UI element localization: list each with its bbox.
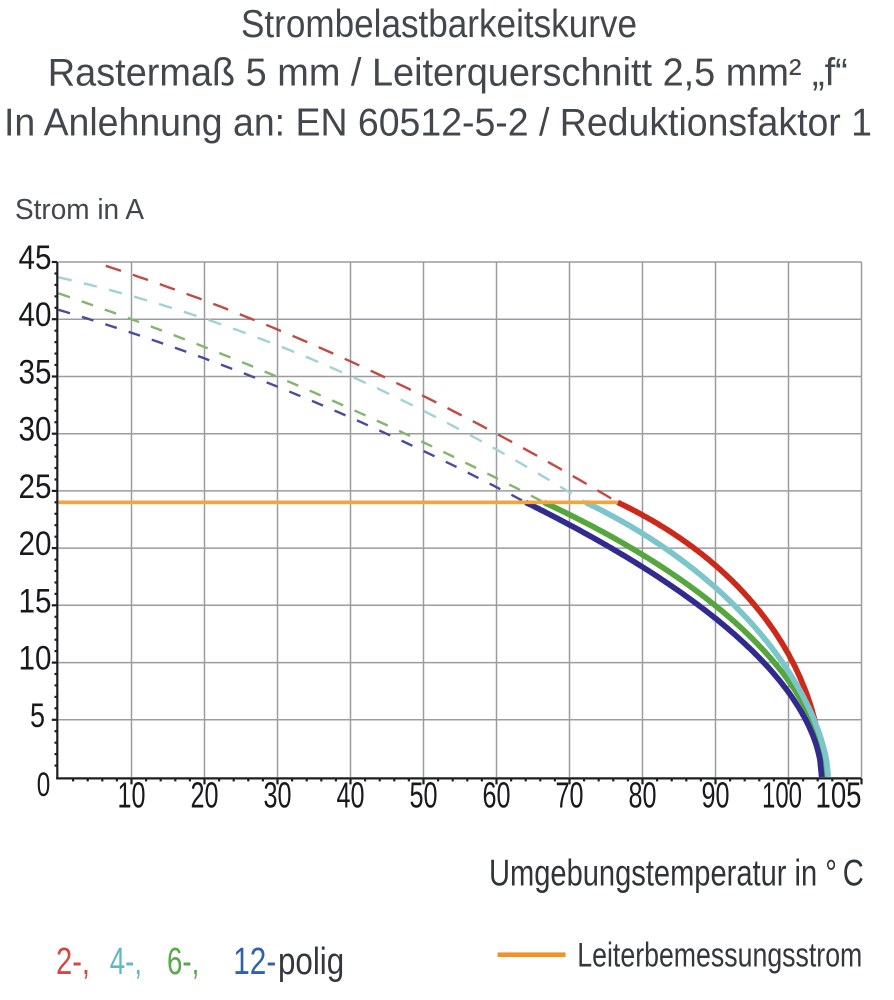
svg-text:25: 25: [19, 468, 52, 506]
svg-text:Leiterbemessungsstrom: Leiterbemessungsstrom: [577, 936, 862, 974]
svg-text:20: 20: [191, 775, 219, 816]
svg-text:70: 70: [556, 775, 584, 816]
svg-text:Strom in A: Strom in A: [15, 194, 145, 226]
svg-text:40: 40: [337, 775, 365, 816]
svg-text:2-,: 2-,: [56, 941, 90, 983]
svg-text:Umgebungstemperatur in ° C: Umgebungstemperatur in ° C: [489, 853, 864, 894]
svg-text:60: 60: [483, 775, 511, 816]
svg-text:105: 105: [816, 775, 862, 816]
svg-text:10: 10: [19, 640, 52, 678]
svg-text:30: 30: [19, 411, 52, 449]
svg-text:Strombelastbarkeitskurve: Strombelastbarkeitskurve: [241, 3, 637, 46]
svg-text:5: 5: [30, 697, 45, 735]
svg-text:12-: 12-: [233, 941, 276, 983]
svg-text:polig: polig: [278, 941, 344, 983]
svg-text:6-,: 6-,: [167, 941, 199, 983]
svg-text:80: 80: [629, 775, 657, 816]
svg-text:45: 45: [19, 239, 52, 277]
svg-text:30: 30: [264, 775, 292, 816]
svg-text:50: 50: [410, 775, 438, 816]
svg-text:Rastermaß 5 mm / Leiterquersch: Rastermaß 5 mm / Leiterquerschnitt 2,5 m…: [48, 52, 848, 95]
svg-text:20: 20: [19, 525, 52, 563]
svg-text:4-,: 4-,: [110, 941, 142, 983]
svg-text:In Anlehnung an: EN 60512-5-2: In Anlehnung an: EN 60512-5-2 / Reduktio…: [4, 102, 872, 145]
svg-text:100: 100: [762, 775, 802, 816]
svg-text:15: 15: [19, 582, 52, 620]
svg-text:40: 40: [19, 296, 52, 334]
svg-text:35: 35: [19, 354, 52, 392]
svg-text:10: 10: [118, 775, 146, 816]
svg-text:0: 0: [37, 766, 51, 804]
svg-text:90: 90: [702, 775, 730, 816]
